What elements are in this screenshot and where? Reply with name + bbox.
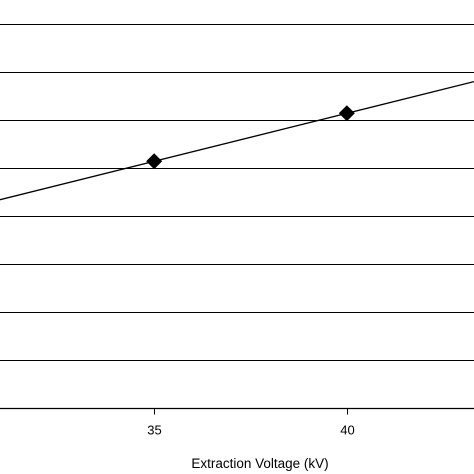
x-tick-label: 35 xyxy=(147,423,161,438)
data-point xyxy=(338,105,355,122)
x-tick-label: 40 xyxy=(340,423,354,438)
data-point xyxy=(146,153,163,170)
series xyxy=(0,80,474,201)
trendline xyxy=(0,80,474,201)
x-axis: 35 40 xyxy=(0,407,474,438)
x-axis-title: Extraction Voltage (kV) xyxy=(191,456,328,471)
gridlines xyxy=(0,24,474,361)
